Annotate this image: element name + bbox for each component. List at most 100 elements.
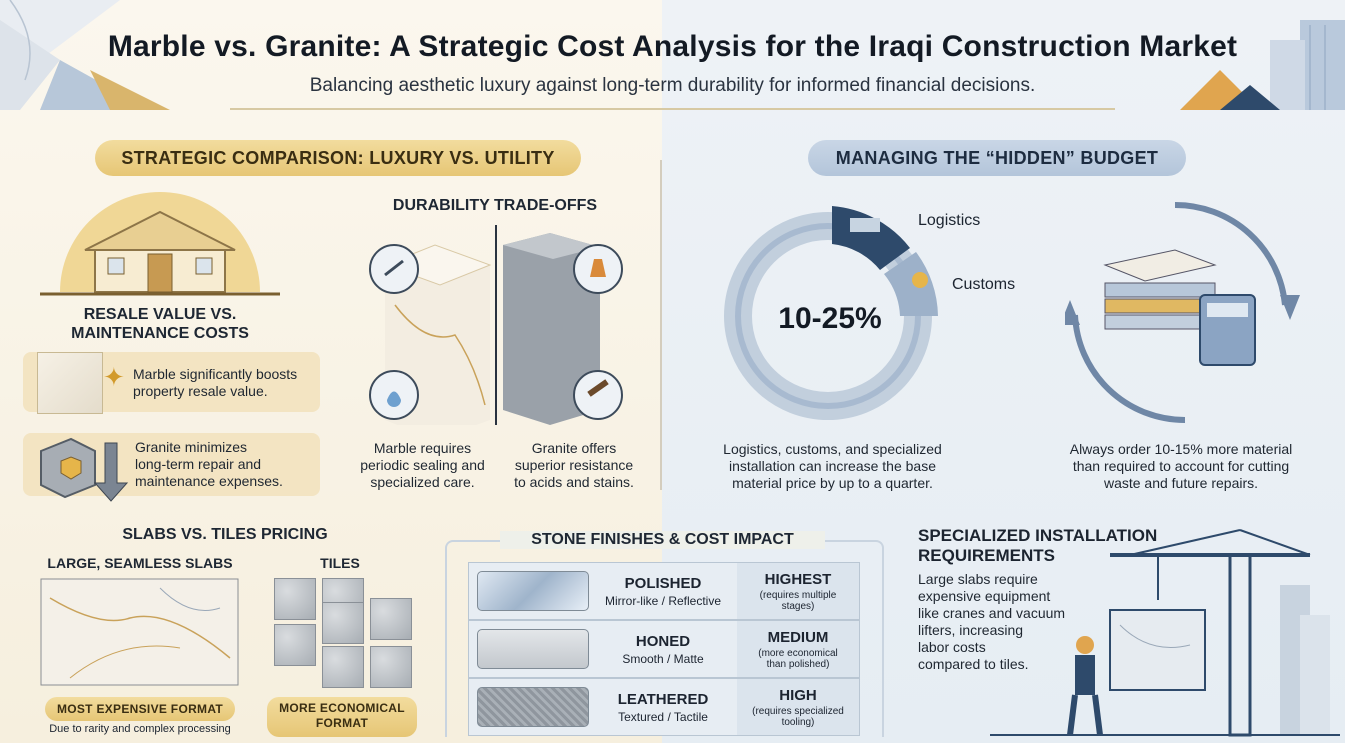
marble-sample [37,352,103,414]
installation-body: Large slabs require expensive equipment … [918,571,1078,673]
page-title: Marble vs. Granite: A Strategic Cost Ana… [107,30,1238,63]
page-subtitle: Balancing aesthetic luxury against long-… [309,75,1036,96]
resale-heading: RESALE VALUE VS. MAINTENANCE COSTS [40,305,280,343]
durability-illustration [369,225,623,425]
tiles-grid [274,578,414,690]
resale-heading-line2: MAINTENANCE COSTS [71,325,249,342]
finish-row-honed: HONED Smooth / Matte MEDIUM (more econom… [468,620,860,678]
granite-maintenance-text: Granite minimizes long-term repair and m… [135,439,315,490]
cost-level: MEDIUM [767,629,829,646]
cost-box: MEDIUM (more economical than polished) [737,621,859,677]
marble-care-line3: specialized care. [370,474,475,490]
granite-resistance-text: Granite offers superior resistance to ac… [500,440,648,491]
cost-note: (requires specialized [752,706,844,717]
granite-tile [274,578,316,620]
installation-body-line2: expensive equipment [918,588,1051,604]
granite-resistance-line3: to acids and stains. [514,474,634,490]
tiles-label: TILES [320,555,360,571]
marble-resale-text: Marble significantly boosts property res… [133,366,318,400]
marble-care-line1: Marble requires [373,440,472,456]
installation-body-line5: labor costs [918,639,986,655]
coin-icon [912,272,928,288]
overorder-cycle-icon [1065,201,1300,424]
leathered-swatch [477,687,589,727]
installation-body-line4: lifters, increasing [918,622,1024,638]
cost-note: (more economical [758,648,838,659]
honed-swatch [477,629,589,669]
finish-desc: Smooth / Matte [622,652,704,666]
crane-illustration [990,529,1340,737]
marble-care-text: Marble requires periodic sealing and spe… [350,440,495,491]
granite-tile [370,646,412,688]
marble-care-line2: periodic sealing and [360,457,485,473]
marble-resale-line2: property resale value. [133,383,268,399]
overorder-caption-line2: than required to account for cutting [1072,458,1290,474]
hidden-budget-pill: MANAGING THE “HIDDEN” BUDGET [808,140,1186,176]
slab-cost-tag: MOST EXPENSIVE FORMAT [45,697,235,721]
finish-row-leathered: LEATHERED Textured / Tactile HIGH (requi… [468,678,860,736]
finish-desc: Mirror-like / Reflective [604,594,721,608]
header-divider [230,108,1115,110]
section-divider [660,160,662,490]
slab-label: LARGE, SEAMLESS SLABS [47,555,233,571]
ship-icon [850,218,880,232]
strategic-comparison-pill: STRATEGIC COMPARISON: LUXURY VS. UTILITY [95,140,581,176]
finish-desc: Textured / Tactile [618,710,708,724]
cost-note: (requires multiple [759,590,837,601]
tile-cost-tag-line1: MORE ECONOMICAL [279,701,405,715]
cost-note: than polished) [766,659,830,670]
cost-level: HIGH [779,687,817,704]
overorder-caption: Always order 10-15% more material than r… [1050,441,1312,492]
granite-tile [370,598,412,640]
installation-heading-line1: SPECIALIZED INSTALLATION [918,526,1158,545]
overorder-caption-line1: Always order 10-15% more material [1069,441,1293,457]
tile-cost-tag: MORE ECONOMICAL FORMAT [267,697,417,737]
granite-maintenance-card: Granite minimizes long-term repair and m… [23,433,320,502]
top-right-building-decoration [1180,20,1345,110]
granite-tile [274,624,316,666]
finish-name: HONED [635,633,691,650]
polished-swatch [477,571,589,611]
cost-box: HIGHEST (requires multiple stages) [737,563,859,619]
cost-box: HIGH (requires specialized tooling) [737,679,859,735]
donut-center-label: 10-25% [778,302,882,335]
sparkle-icon: ✦ [103,362,125,392]
donut-caption-line3: material price by up to a quarter. [732,475,933,491]
finishes-heading: STONE FINISHES & COST IMPACT [500,531,825,549]
marble-resale-line1: Marble significantly boosts [133,366,298,382]
granite-shield-icon [40,437,129,502]
donut-caption-line2: installation can increase the base [728,458,937,474]
finish-row-polished: POLISHED Mirror-like / Reflective HIGHES… [468,562,860,620]
installation-body-line3: like cranes and vacuum [918,605,1066,621]
cost-note: stages) [781,601,815,612]
installation-body-line6: compared to tiles. [918,656,1029,672]
donut-caption-line1: Logistics, customs, and specialized [723,441,942,457]
donut-caption: Logistics, customs, and specialized inst… [700,441,965,492]
installation-body-line1: Large slabs require [918,571,1038,587]
customs-label: Customs [952,276,1016,293]
marble-resale-card: ✦ Marble significantly boosts property r… [23,352,320,414]
granite-maintenance-line3: maintenance expenses. [135,473,283,489]
marble-slab-image [40,578,239,686]
granite-tile [322,602,364,644]
house-icon [40,192,280,296]
logistics-label: Logistics [918,212,981,229]
finish-name: POLISHED [624,575,702,592]
cost-note: tooling) [781,717,815,728]
granite-resistance-line2: superior resistance [514,457,634,473]
granite-maintenance-line2: long-term repair and [135,456,262,472]
cost-level: HIGHEST [764,571,832,588]
durability-heading: DURABILITY TRADE-OFFS [392,197,598,214]
overorder-caption-line3: waste and future repairs. [1103,475,1259,491]
granite-tile [322,646,364,688]
slabs-tiles-heading: SLABS VS. TILES PRICING [122,526,328,543]
finish-name: LEATHERED [617,691,709,708]
resale-heading-line1: RESALE VALUE VS. [83,306,237,323]
top-left-marble-decoration [0,0,170,110]
hidden-cost-donut [724,206,938,420]
slab-cost-note: Due to rarity and complex processing [49,723,231,735]
installation-heading-line2: REQUIREMENTS [918,546,1055,565]
tile-cost-tag-line2: FORMAT [315,716,369,730]
granite-resistance-line1: Granite offers [531,440,617,456]
